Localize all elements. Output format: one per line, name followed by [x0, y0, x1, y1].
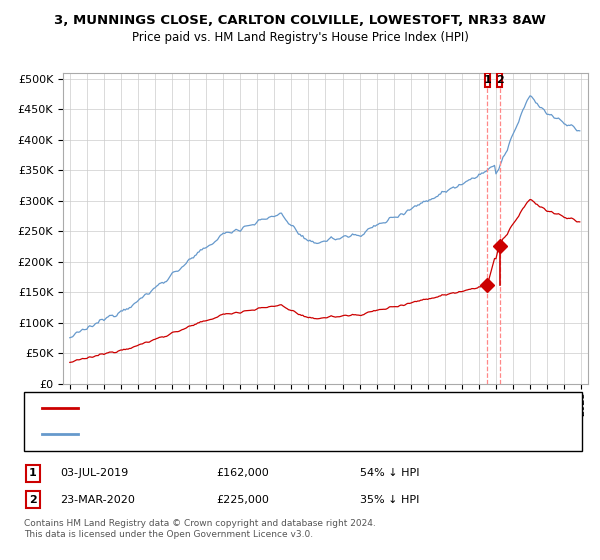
Text: Contains HM Land Registry data © Crown copyright and database right 2024.
This d: Contains HM Land Registry data © Crown c… [24, 520, 376, 539]
Bar [485, 73, 490, 87]
Text: 1: 1 [484, 75, 491, 85]
Text: 3, MUNNINGS CLOSE, CARLTON COLVILLE, LOWESTOFT, NR33 8AW (detached house): 3, MUNNINGS CLOSE, CARLTON COLVILLE, LOW… [84, 403, 505, 413]
Text: HPI: Average price, detached house, East Suffolk: HPI: Average price, detached house, East… [84, 430, 328, 440]
Text: 2: 2 [29, 494, 37, 505]
Text: Price paid vs. HM Land Registry's House Price Index (HPI): Price paid vs. HM Land Registry's House … [131, 31, 469, 44]
Text: 03-JUL-2019: 03-JUL-2019 [60, 468, 128, 478]
Text: 35% ↓ HPI: 35% ↓ HPI [360, 494, 419, 505]
Text: £225,000: £225,000 [216, 494, 269, 505]
Text: £162,000: £162,000 [216, 468, 269, 478]
Bar [497, 73, 502, 87]
Text: 1: 1 [29, 468, 37, 478]
Text: 2: 2 [496, 75, 503, 85]
Text: 3, MUNNINGS CLOSE, CARLTON COLVILLE, LOWESTOFT, NR33 8AW: 3, MUNNINGS CLOSE, CARLTON COLVILLE, LOW… [54, 14, 546, 27]
Text: 54% ↓ HPI: 54% ↓ HPI [360, 468, 419, 478]
Text: 23-MAR-2020: 23-MAR-2020 [60, 494, 135, 505]
